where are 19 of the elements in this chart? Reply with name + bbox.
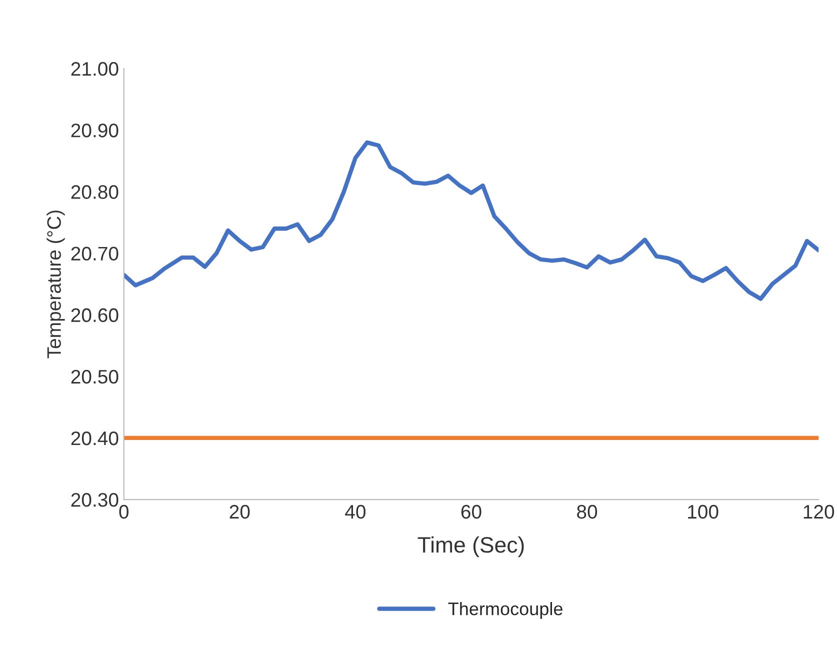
y-tick-label: 20.40 [71, 431, 118, 446]
x-tick-label: 120 [804, 504, 834, 519]
x-axis-title: Time (Sec) [418, 536, 524, 558]
x-tick-label: 100 [688, 504, 718, 519]
y-tick-label: 20.70 [71, 246, 118, 261]
y-tick-label: 21.00 [71, 62, 118, 76]
legend-label: Thermocouple [448, 602, 562, 619]
y-tick-label: 20.60 [71, 308, 118, 322]
x-tick-label: 0 [119, 504, 129, 519]
x-tick-label: 20 [230, 504, 250, 519]
y-tick-label: 20.90 [71, 124, 118, 138]
y-tick-label: 20.80 [71, 185, 118, 199]
x-tick-label: 60 [461, 504, 482, 519]
x-tick-label: 80 [577, 504, 598, 519]
y-axis-title: Temperature (°C) [46, 210, 65, 358]
x-tick-label: 40 [345, 504, 366, 519]
line-series [124, 140, 819, 301]
y-tick-label: 20.50 [71, 370, 118, 384]
y-tick-label: 20.30 [71, 493, 118, 507]
